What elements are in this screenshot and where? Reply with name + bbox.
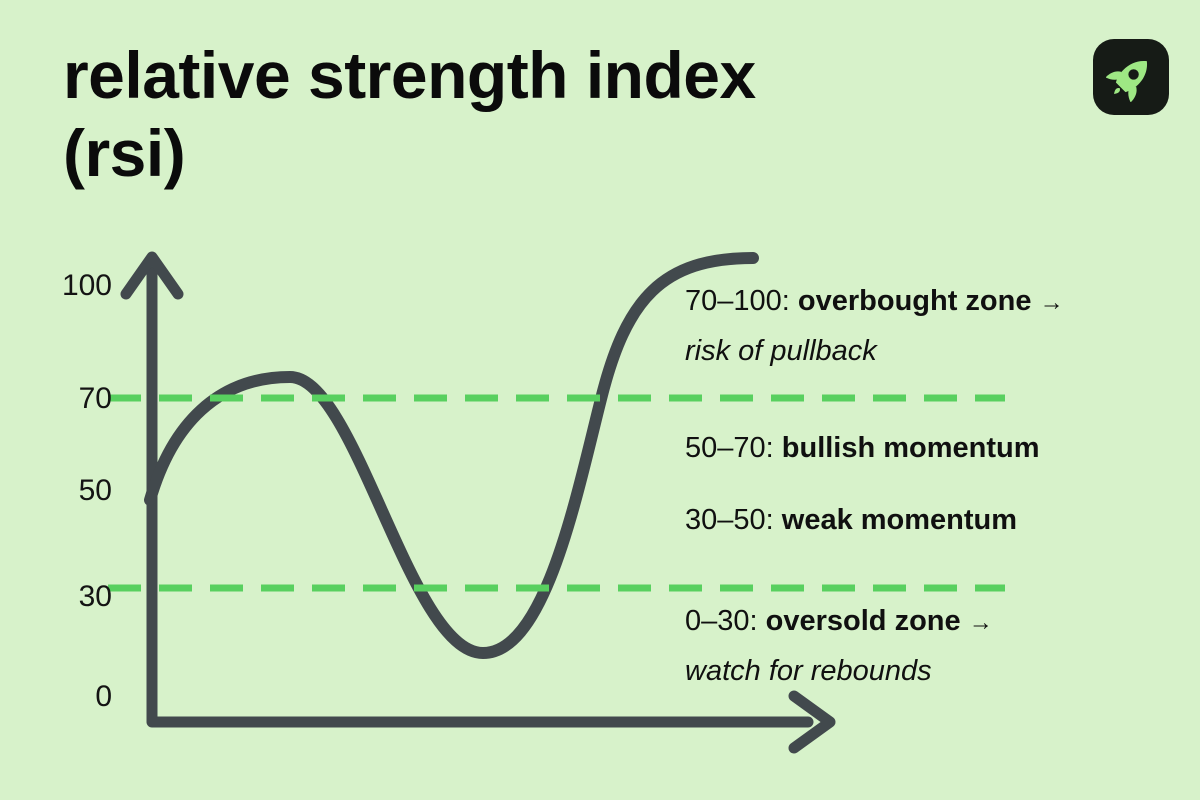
annotation-bullish: 50–70: bullish momentum — [685, 424, 1165, 472]
annotation-label: bullish momentum — [781, 432, 1040, 464]
annotation-label: oversold zone — [765, 605, 961, 637]
annotation-line: 30–50: weak momentum — [685, 496, 1165, 544]
annotation-range: 0–30: — [685, 605, 758, 637]
y-tick-30: 30 — [78, 580, 112, 613]
annotation-range: 30–50: — [685, 504, 774, 536]
page-title: relative strength index (rsi) — [63, 36, 1003, 192]
annotation-line: 0–30: oversold zone → — [685, 597, 1165, 647]
y-tick-100: 100 — [61, 269, 112, 302]
rocket-logo — [1093, 39, 1169, 115]
y-tick-50: 50 — [78, 474, 112, 507]
annotation-note: watch for rebounds — [685, 655, 932, 687]
annotation-weak: 30–50: weak momentum — [685, 496, 1165, 544]
annotation-line: 70–100: overbought zone → — [685, 277, 1165, 327]
annotation-oversold: 0–30: oversold zone → watch for rebounds — [685, 597, 1165, 695]
xy-axes — [146, 266, 814, 728]
annotation-note: risk of pullback — [685, 335, 877, 367]
annotation-label: overbought zone — [797, 285, 1032, 317]
y-axis-arrowhead — [120, 251, 184, 300]
annotation-label: weak momentum — [781, 504, 1018, 536]
rocket-icon — [1106, 60, 1148, 102]
arrow-right-glyph: → — [1039, 289, 1064, 316]
annotation-overbought: 70–100: overbought zone → risk of pullba… — [685, 277, 1165, 375]
annotation-range: 70–100: — [685, 285, 790, 317]
y-tick-70: 70 — [78, 382, 112, 415]
annotation-line: 50–70: bullish momentum — [685, 424, 1165, 472]
page-title-line2: (rsi) — [63, 116, 186, 190]
rsi-curve — [144, 252, 759, 660]
annotation-range: 50–70: — [685, 432, 774, 464]
x-axis-arrowhead — [788, 690, 836, 754]
arrow-right-glyph: → — [968, 609, 993, 636]
y-tick-0: 0 — [95, 680, 112, 713]
page-title-line1: relative strength index — [63, 38, 756, 112]
